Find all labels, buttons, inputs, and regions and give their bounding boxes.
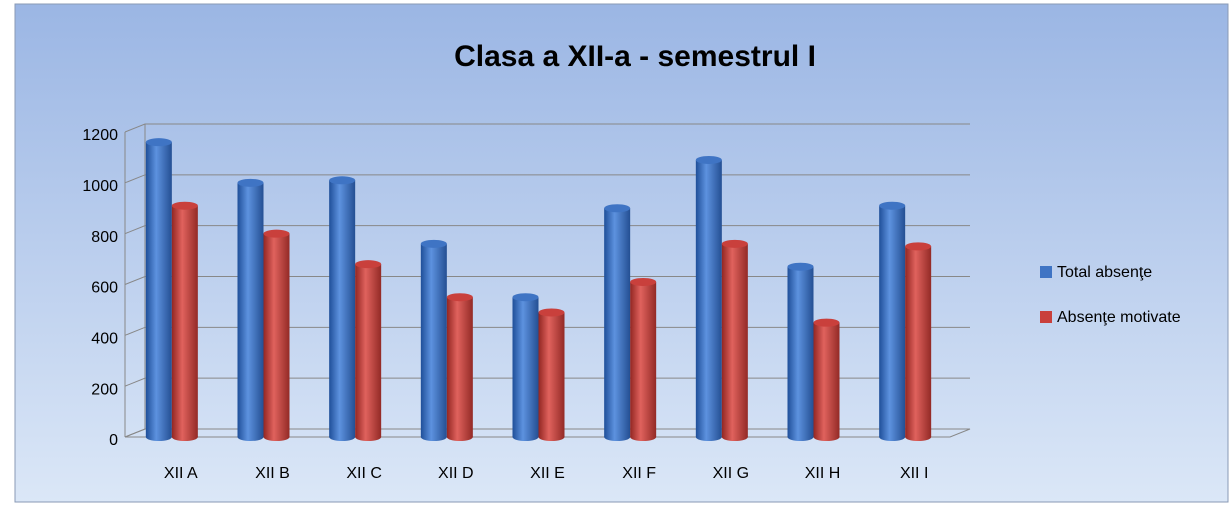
chart-title: Clasa a XII-a - semestrul I	[454, 40, 816, 73]
legend-swatch	[1040, 311, 1052, 323]
y-tick-label: 200	[91, 381, 118, 398]
bar	[879, 201, 906, 441]
bar	[263, 229, 290, 441]
legend-label: Absenţe motivate	[1057, 309, 1181, 326]
bar	[787, 262, 814, 441]
bar	[721, 239, 748, 441]
grid-line	[124, 428, 970, 438]
grid-line	[124, 326, 970, 336]
bar	[446, 293, 473, 441]
grid-line	[124, 276, 970, 285]
x-tick-label: XII D	[438, 465, 474, 482]
x-tick-label: XII E	[530, 465, 565, 482]
y-tick-label: 1000	[82, 178, 118, 195]
bar	[905, 242, 932, 441]
y-tick-label: 0	[109, 432, 118, 449]
bar	[813, 318, 840, 441]
bar	[237, 178, 264, 441]
bar	[695, 155, 722, 441]
legend-label: Total absenţe	[1057, 264, 1152, 281]
bar	[355, 260, 382, 441]
y-tick-label: 800	[91, 229, 118, 246]
grid-line	[124, 225, 970, 235]
x-tick-label: XII B	[255, 465, 290, 482]
y-tick-label: 600	[91, 280, 118, 297]
bar	[604, 204, 631, 441]
x-tick-label: XII F	[622, 465, 656, 482]
bar	[145, 138, 172, 441]
y-tick-label: 400	[91, 331, 118, 348]
bar	[420, 239, 447, 441]
bar	[538, 308, 565, 441]
bar	[512, 293, 539, 441]
legend-swatch	[1040, 266, 1052, 278]
x-tick-label: XII C	[346, 465, 382, 482]
bar	[630, 277, 657, 441]
bar	[329, 176, 356, 441]
grid-line	[124, 174, 970, 184]
x-tick-label: XII A	[164, 465, 198, 482]
bar	[171, 201, 198, 441]
x-tick-label: XII I	[900, 465, 928, 482]
x-tick-label: XII H	[805, 465, 841, 482]
grid-line	[124, 123, 970, 133]
y-tick-label: 1200	[82, 127, 118, 144]
x-tick-label: XII G	[713, 465, 749, 482]
grid-line	[124, 377, 970, 387]
